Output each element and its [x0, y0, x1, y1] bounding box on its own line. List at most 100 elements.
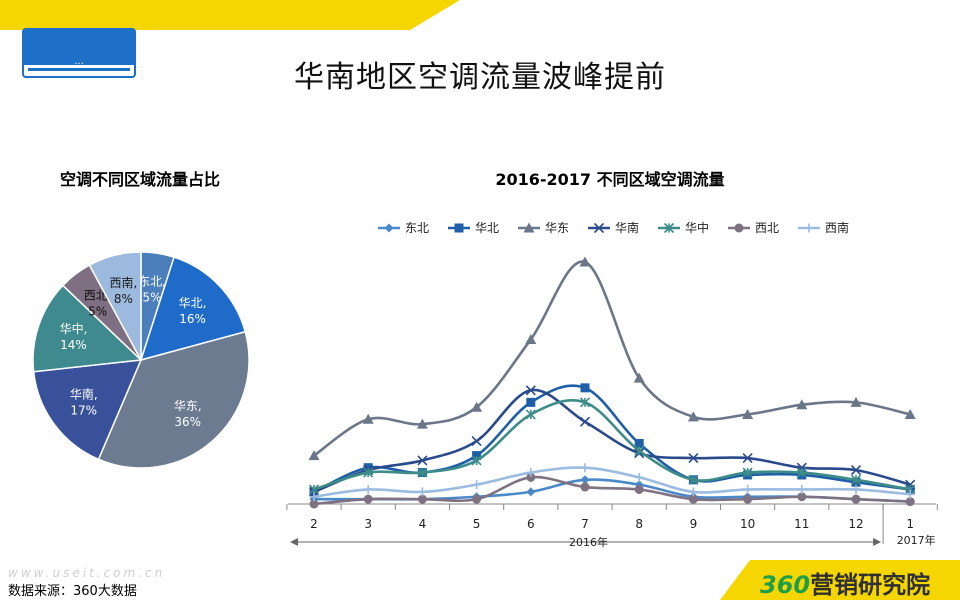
- point-3-8: [742, 452, 753, 464]
- legend-marker-2: [523, 222, 535, 233]
- legend-marker-3: [593, 222, 605, 234]
- point-5-1: [363, 494, 373, 504]
- point-5-9: [797, 492, 807, 502]
- x-tick-label-10: 12: [848, 517, 863, 531]
- point-2-0: [308, 450, 320, 461]
- legend-marker-1: [454, 223, 464, 233]
- point-2-10: [850, 396, 862, 407]
- point-1-4: [526, 397, 536, 407]
- year-label-2016: 2016年: [569, 535, 608, 549]
- point-4-10: [850, 474, 862, 485]
- point-4-4: [525, 409, 536, 420]
- legend-marker-5: [734, 223, 744, 233]
- point-2-4: [525, 333, 537, 344]
- pie-chart-title: 空调不同区域流量占比: [59, 170, 220, 189]
- brand-text: 营销研究院: [810, 571, 931, 599]
- line-chart-title: 2016-2017 不同区域空调流量: [495, 170, 725, 189]
- point-6-10: [851, 484, 861, 494]
- x-tick-label-7: 9: [690, 517, 698, 531]
- series-line-3: [313, 388, 911, 494]
- point-1-3: [472, 451, 482, 461]
- series-line-2: [313, 260, 911, 457]
- point-3-4: [525, 385, 536, 396]
- point-0-4: [526, 487, 536, 497]
- point-6-3: [472, 480, 482, 490]
- brand-bar: [720, 560, 960, 600]
- brand-number: 360: [760, 571, 811, 599]
- point-2-7: [687, 411, 699, 422]
- pie-label-value-0: 5%: [143, 291, 162, 305]
- x-tick-label-5: 7: [581, 517, 589, 531]
- pie-label-name-4: 华中,: [60, 321, 88, 336]
- point-1-6: [634, 439, 644, 448]
- legend-label-3: 华南: [615, 220, 639, 235]
- point-5-4: [526, 472, 536, 482]
- x-tick-label-6: 8: [635, 517, 643, 531]
- legend-label-4: 华中: [685, 220, 709, 235]
- point-4-1: [363, 467, 374, 478]
- legend-marker-4: [663, 222, 675, 234]
- pie-label-value-2: 36%: [174, 415, 201, 429]
- legend-label-1: 华北: [475, 221, 499, 235]
- series-line-4: [313, 399, 911, 491]
- legend-label-0: 东北: [405, 221, 429, 235]
- point-5-10: [851, 494, 861, 504]
- point-6-4: [526, 468, 536, 478]
- x-tick-label-1: 3: [364, 517, 372, 531]
- x-tick-label-11: 1: [906, 517, 914, 531]
- point-2-2: [416, 418, 428, 429]
- point-6-11: [905, 489, 915, 499]
- point-5-0: [309, 499, 319, 509]
- page-title: 华南地区空调流量波峰提前: [294, 60, 666, 95]
- x-tick-label-9: 11: [794, 517, 809, 531]
- pie-slice-2: [97, 330, 250, 469]
- pie-label-name-6: 西南,: [110, 275, 138, 290]
- pie-slice-6: [88, 251, 142, 361]
- point-6-6: [634, 472, 644, 482]
- point-4-6: [634, 445, 645, 456]
- header-banner: [0, 0, 460, 30]
- brand-logo: 360营销研究院: [760, 565, 930, 600]
- pie-label-value-3: 17%: [70, 403, 97, 417]
- legend-marker-0: [384, 223, 394, 233]
- pie-label-name-2: 华东,: [174, 399, 202, 413]
- point-3-3: [471, 436, 482, 447]
- pie-label-value-1: 16%: [179, 312, 206, 326]
- line-chart: 2 3 4 5 6 7 8 9 10 11 12 1 2016年 2017年 东北 华北 华东 华南 华中 西北 西南: [286, 220, 938, 549]
- point-4-5: [579, 397, 591, 408]
- point-5-6: [634, 484, 644, 494]
- point-5-3: [472, 494, 482, 504]
- pie-slice-4: [32, 284, 143, 373]
- data-source-note: 数据来源：360大数据: [8, 584, 137, 599]
- point-2-9: [796, 399, 808, 410]
- watermark: www.useit.com.cn: [8, 566, 166, 580]
- point-6-5: [580, 463, 590, 473]
- pie-slice-1: [139, 256, 247, 362]
- air-conditioner-icon: ...: [22, 28, 136, 78]
- point-3-2: [417, 455, 428, 466]
- legend-label-5: 西北: [755, 221, 779, 235]
- point-6-2: [417, 487, 427, 497]
- pie-chart: 东北,5% 华北,16%华东,36%华南,17%华中,14%西北,5%西南,8%: [32, 251, 250, 469]
- point-4-8: [742, 467, 753, 478]
- series-line-5: [313, 475, 911, 506]
- arrow-right-head: [873, 538, 882, 546]
- point-5-11: [905, 497, 915, 507]
- pie-label-value-5: 5%: [88, 304, 107, 318]
- point-2-1: [362, 413, 374, 424]
- pie-label-name-3: 华南,: [70, 386, 98, 401]
- point-6-0: [309, 492, 319, 502]
- svg-text:...: ...: [74, 56, 84, 67]
- point-3-5: [579, 416, 591, 427]
- point-5-8: [743, 494, 753, 504]
- x-tick-label-0: 2: [310, 517, 318, 531]
- point-6-8: [743, 484, 753, 494]
- legend-marker-6: [804, 223, 814, 233]
- legend-label-6: 西南: [825, 220, 849, 235]
- pie-label-value-6: 8%: [114, 292, 133, 306]
- x-tick-label-8: 10: [740, 517, 755, 531]
- point-6-9: [797, 484, 807, 494]
- point-5-7: [688, 494, 698, 504]
- series-line-6: [313, 466, 911, 499]
- point-4-2: [417, 467, 428, 478]
